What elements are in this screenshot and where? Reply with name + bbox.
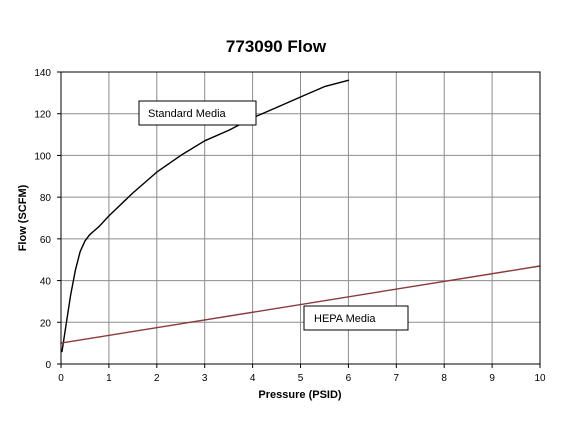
standard-media-callout: Standard Media — [138, 100, 257, 126]
plot-lines — [60, 79, 541, 353]
x-tick-label: 5 — [298, 373, 304, 384]
y-tick-label: 20 — [40, 318, 52, 329]
hepa-media-callout: HEPA Media — [303, 305, 409, 331]
x-tick-label: 8 — [441, 373, 447, 384]
y-tick-label: 0 — [45, 360, 51, 371]
x-tick-label: 1 — [106, 373, 112, 384]
standard-media-callout-label: Standard Media — [148, 108, 227, 120]
x-tick-label: 2 — [154, 373, 160, 384]
y-tick-label: 120 — [34, 110, 51, 121]
standard-media-callout-box — [138, 100, 257, 126]
y-tick-label: 60 — [40, 235, 52, 246]
hepa-media-callout-label: HEPA Media — [314, 313, 376, 325]
grid — [60, 71, 541, 365]
y-tick-label: 40 — [40, 277, 52, 288]
y-tick-label: 100 — [34, 151, 51, 162]
series-line-standard-media — [61, 79, 350, 353]
x-tick-label: 9 — [489, 373, 495, 384]
x-tick-label: 0 — [58, 373, 64, 384]
x-tick-labels: 0 1 2 3 4 5 6 7 8 9 10 — [58, 364, 546, 384]
x-tick-label: 6 — [346, 373, 352, 384]
y-tick-label: 80 — [40, 193, 52, 204]
y-axis-label: Flow (SCFM) — [17, 184, 29, 251]
x-axis-label: Pressure (PSID) — [258, 389, 341, 401]
chart-title: 773090 Flow — [226, 37, 327, 56]
hepa-media-callout-box — [303, 305, 409, 331]
y-tick-labels: 0 20 40 60 80 100 120 140 — [34, 68, 61, 371]
y-tick-label: 140 — [34, 68, 51, 79]
series-line-hepa-media — [60, 265, 541, 344]
x-tick-label: 7 — [394, 373, 400, 384]
x-tick-label: 4 — [250, 373, 256, 384]
x-tick-label: 10 — [534, 373, 546, 384]
x-tick-label: 3 — [202, 373, 208, 384]
